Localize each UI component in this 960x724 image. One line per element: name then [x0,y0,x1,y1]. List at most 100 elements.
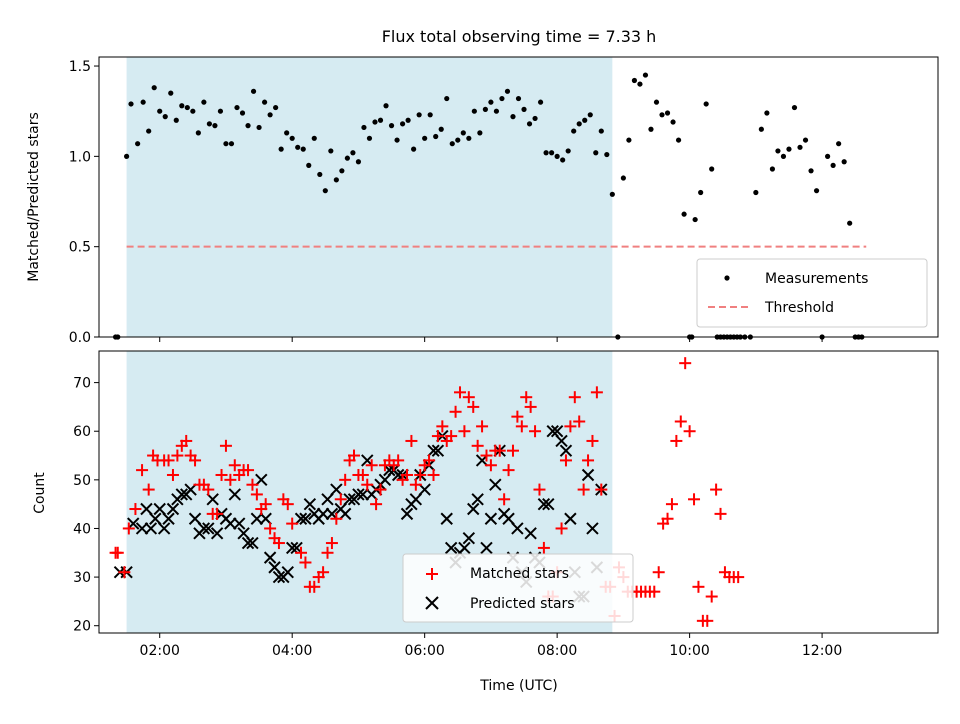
top-y-tick-label: 1.0 [69,149,91,165]
measurement-point [780,153,787,159]
predicted-point [542,497,555,511]
matched-point [356,468,369,481]
matched-point [118,566,131,579]
predicted-point [338,507,352,521]
measurement-point [372,119,378,125]
matched-point [224,473,237,486]
matched-point [661,512,674,525]
predicted-point [250,512,264,525]
matched-point [242,464,255,477]
measurement-point [631,77,638,84]
measurement-point [692,216,698,223]
matched-point [423,454,436,467]
measurement-point [808,168,814,174]
matched-point [431,430,444,443]
predicted-point [285,541,299,555]
matched-point [330,512,343,525]
matched-point [142,483,155,496]
matched-point [325,537,338,550]
matched-point [162,454,175,467]
measurement-point [471,108,477,114]
measurement-point [123,153,130,159]
measurement-point [355,159,362,165]
measurement-point [333,177,339,183]
measurement-point [709,166,715,172]
predicted-point [162,512,175,525]
predicted-point [263,551,277,564]
top-panel: 0.0 0.5 1.0 1.5 Matched/Predicted stars Mea… [26,56,939,346]
top-legend: Measurements Threshold [696,258,928,328]
measurement-point [383,103,389,109]
predicted-point [431,444,445,457]
bottom-x-tick-label: 10:00 [669,643,709,659]
predicted-point [294,512,308,525]
measurement-point [223,141,229,147]
matched-point [511,410,524,423]
matched-point [564,420,577,433]
matched-point [189,454,202,467]
measurement-point [670,119,676,125]
top-y-axis-label: Matched/Predicted stars [26,112,42,282]
measurement-point [576,121,582,127]
measurement-point [830,162,836,168]
matched-point [493,444,506,457]
legend-measurements-marker [724,275,730,281]
matched-point [705,590,718,603]
matched-point [129,503,142,516]
predicted-point [400,507,414,521]
matched-point [520,391,533,404]
matched-point [308,580,321,593]
bottom-y-tick-label: 20 [73,619,91,635]
measurement-point [791,104,798,111]
matched-point [502,464,515,477]
predicted-point [484,512,498,525]
predicted-point [188,512,202,525]
matched-point [674,415,687,428]
measurement-point [388,123,395,129]
measurement-point [267,112,273,118]
predicted-point [330,483,343,496]
measurement-point [488,99,494,105]
bottom-x-tick-label: 04:00 [272,643,312,659]
measurement-point [460,130,466,136]
bottom-y-tick-label: 70 [73,376,91,392]
matched-point [573,415,586,428]
measurement-point [813,188,820,194]
measurement-point [366,135,373,141]
predicted-point [343,493,356,506]
matched-point [555,522,568,535]
measurement-point [675,137,682,143]
bottom-x-tick-label: 02:00 [140,643,180,659]
predicted-point [224,517,237,530]
predicted-point [378,473,392,487]
measurement-point [493,108,500,114]
matched-point [529,425,542,438]
matched-point [436,420,449,433]
measurement-point [416,112,422,118]
matched-point [710,483,723,496]
matched-point [683,425,696,438]
matched-point [648,585,661,598]
top-x-axis-ticks [159,337,823,342]
measurement-point [560,157,566,163]
predicted-point [352,488,365,501]
measurement-point [836,141,842,147]
matched-point [586,434,599,447]
measurement-point [311,135,317,141]
predicted-point [458,541,471,555]
measurement-point [261,99,268,105]
measurement-point [499,95,505,102]
measurement-point [284,130,290,136]
bottom-x-axis-ticks: 02:00 04:00 06:00 08:00 10:00 12:00 [140,633,842,659]
measurement-point [698,189,704,196]
matched-point [692,580,705,593]
matched-point [392,454,405,467]
matched-point [484,459,497,472]
matched-point [498,493,511,506]
legend-predicted-label: Predicted stars [470,596,575,612]
bottom-x-axis-label: Time (UTC) [479,678,557,694]
predicted-point [184,483,197,496]
measurement-point [653,99,660,105]
measurement-point [764,110,770,116]
measurement-point [234,104,240,111]
